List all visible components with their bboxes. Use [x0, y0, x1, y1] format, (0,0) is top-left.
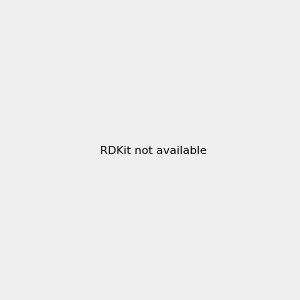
Text: RDKit not available: RDKit not available [100, 146, 207, 157]
